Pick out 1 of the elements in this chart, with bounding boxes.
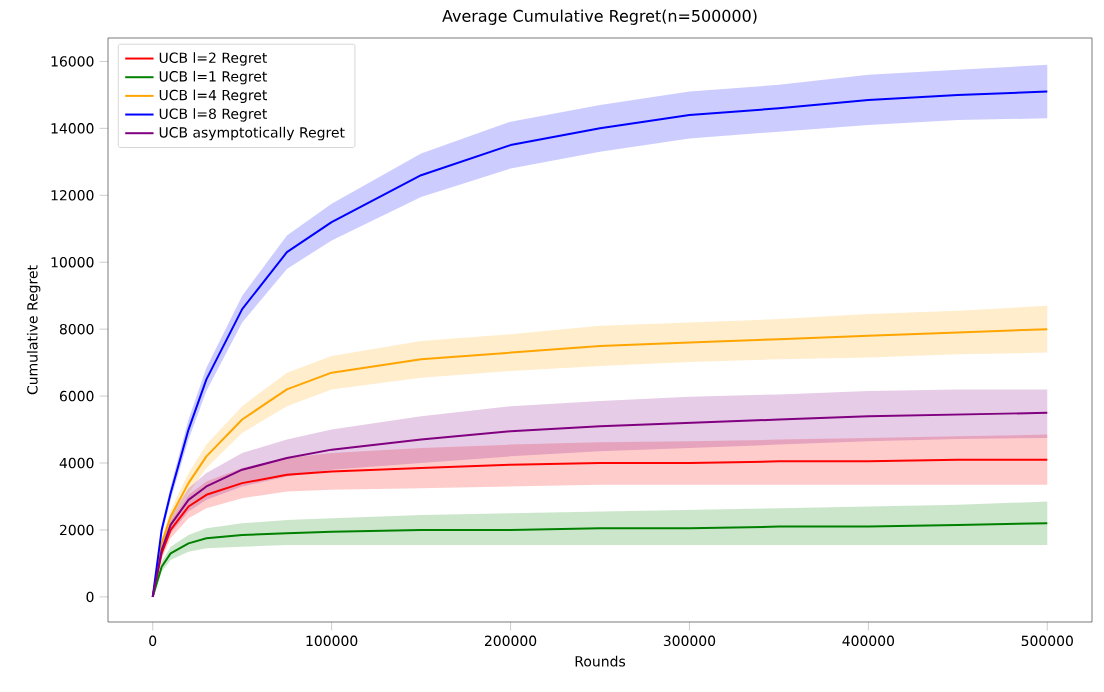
line-series <box>151 522 1049 598</box>
